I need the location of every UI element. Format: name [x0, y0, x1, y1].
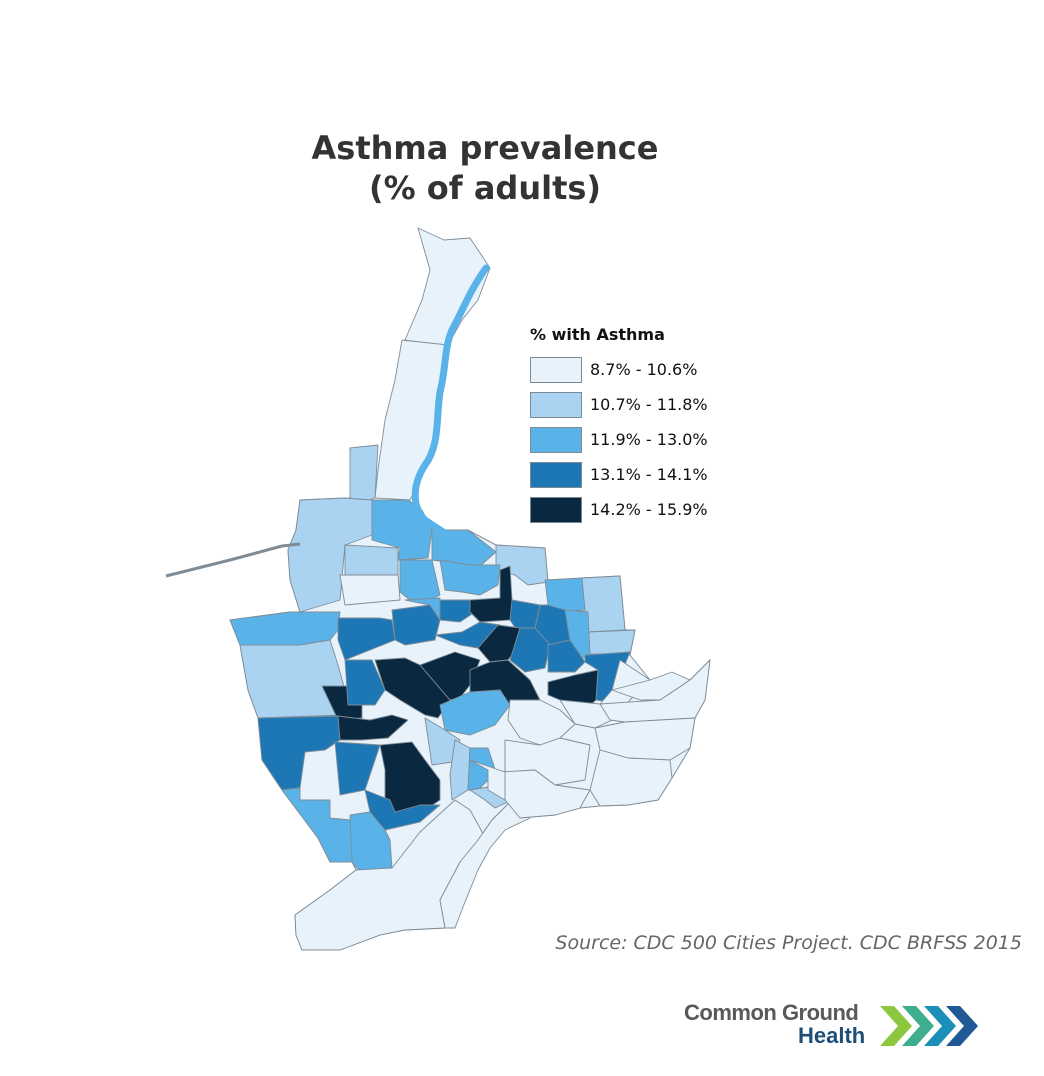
legend-label: 11.9% - 13.0% — [590, 430, 708, 449]
census-tract — [509, 627, 551, 673]
census-tract — [469, 759, 506, 801]
census-tract — [391, 604, 441, 646]
census-tract — [287, 497, 373, 613]
legend-swatch — [530, 461, 582, 488]
legend-label: 10.7% - 11.8% — [590, 395, 708, 414]
source-note: Source: CDC 500 Cities Project. CDC BRFS… — [555, 932, 1022, 954]
census-tract — [404, 227, 491, 346]
legend-swatch — [530, 391, 582, 418]
legend-item: 14.2% - 15.9% — [530, 492, 708, 527]
map-title-line2: (% of adults) — [368, 169, 602, 207]
census-tract — [349, 811, 393, 873]
river-channel — [411, 264, 490, 552]
common-ground-health-logo: Common Ground Health — [684, 1000, 984, 1050]
legend-item: 11.9% - 13.0% — [530, 422, 708, 457]
census-tracts — [229, 227, 711, 951]
census-tract — [467, 747, 497, 791]
census-tract — [587, 629, 636, 656]
census-tract — [589, 749, 673, 807]
census-tract — [439, 599, 476, 623]
census-tract — [439, 689, 511, 736]
census-tract — [499, 769, 591, 819]
logo-text-line2: Health — [798, 1023, 866, 1048]
legend-item: 13.1% - 14.1% — [530, 457, 708, 492]
census-tract — [229, 611, 341, 646]
legend-item: 8.7% - 10.6% — [530, 352, 708, 387]
census-tract — [439, 559, 501, 596]
legend-swatch — [530, 356, 582, 383]
census-tract — [449, 739, 471, 801]
census-tract — [337, 714, 409, 741]
census-tract — [344, 659, 386, 706]
canal-line — [165, 542, 301, 578]
census-tract — [439, 799, 531, 929]
census-tract — [547, 639, 586, 673]
river — [165, 264, 490, 578]
census-tract — [349, 444, 379, 501]
logo-chevron — [924, 1006, 956, 1046]
logo-chevron — [946, 1006, 978, 1046]
chevron-arrows-icon — [880, 1006, 978, 1046]
legend-title: % with Asthma — [530, 325, 665, 344]
legend-swatch — [530, 496, 582, 523]
legend-label: 14.2% - 15.9% — [590, 500, 708, 519]
legend-swatch — [530, 426, 582, 453]
logo-text-line1: Common Ground — [684, 1000, 859, 1025]
legend-label: 8.7% - 10.6% — [590, 360, 698, 379]
logo-chevron — [902, 1006, 934, 1046]
census-tract — [281, 787, 356, 863]
census-tract — [337, 617, 396, 661]
logo-chevron — [880, 1006, 912, 1046]
map-title: Asthma prevalence (% of adults) — [0, 128, 970, 208]
census-tract — [374, 657, 451, 719]
census-tract — [239, 639, 346, 719]
census-tract — [611, 671, 691, 701]
map-legend: % with Asthma 8.7% - 10.6% 10.7% - 11.8%… — [530, 325, 708, 527]
legend-label: 13.1% - 14.1% — [590, 465, 708, 484]
legend-item: 10.7% - 11.8% — [530, 387, 708, 422]
census-tract — [339, 574, 401, 606]
map-title-line1: Asthma prevalence — [311, 129, 659, 167]
